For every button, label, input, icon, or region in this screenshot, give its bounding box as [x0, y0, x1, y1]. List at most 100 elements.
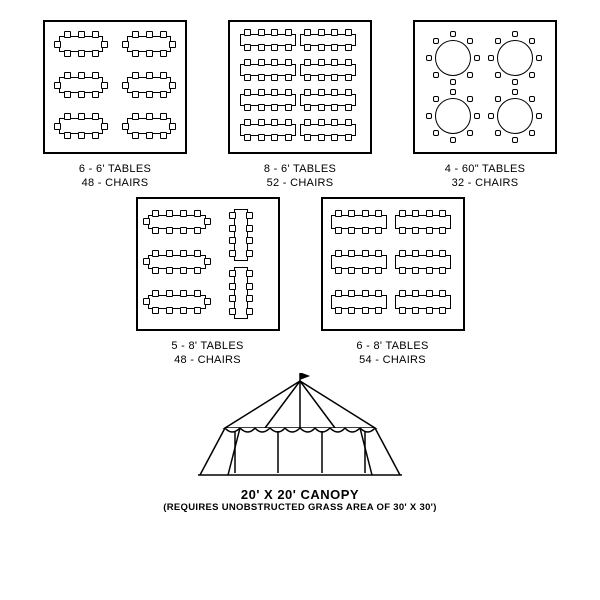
chair [180, 210, 187, 217]
chair [229, 237, 236, 244]
chair [204, 258, 211, 265]
chair [426, 227, 433, 234]
rect-table [300, 34, 356, 46]
chair [529, 72, 535, 78]
chair [143, 298, 150, 305]
chair [246, 212, 253, 219]
canopy-title: 20' X 20' CANOPY [30, 487, 570, 502]
layout-box-2 [228, 20, 372, 154]
chair [399, 290, 406, 297]
rect-table [234, 209, 248, 261]
chair [143, 218, 150, 225]
chair [399, 307, 406, 314]
chair [345, 29, 352, 36]
chair [152, 250, 159, 257]
chair [318, 89, 325, 96]
chair [335, 210, 342, 217]
chair [399, 210, 406, 217]
chair [439, 227, 446, 234]
layout-card-4: 5 - 8' TABLES 48 - CHAIRS [133, 197, 283, 368]
chair [304, 74, 311, 81]
chair [399, 227, 406, 234]
caption-4-line1: 5 - 8' TABLES [171, 340, 243, 352]
chair [166, 307, 173, 314]
chair [258, 134, 265, 141]
chair [271, 29, 278, 36]
chair [375, 227, 382, 234]
chair [335, 250, 342, 257]
chair [426, 210, 433, 217]
chair [426, 307, 433, 314]
chair [64, 113, 71, 120]
chair [194, 210, 201, 217]
chair [375, 250, 382, 257]
chair [166, 250, 173, 257]
chair [194, 250, 201, 257]
caption-5: 6 - 8' TABLES 54 - CHAIRS [318, 339, 468, 368]
rect-table [300, 94, 356, 106]
canopy-subtitle: (REQUIRES UNOBSTRUCTED GRASS AREA OF 30'… [30, 502, 570, 513]
chair [304, 29, 311, 36]
chair [152, 210, 159, 217]
chair [331, 89, 338, 96]
chair [160, 113, 167, 120]
chair [426, 55, 432, 61]
chair [335, 227, 342, 234]
chair [439, 267, 446, 274]
caption-1-line2: 48 - CHAIRS [82, 177, 149, 189]
chair [412, 227, 419, 234]
chair [285, 119, 292, 126]
chair [536, 55, 542, 61]
chair [375, 307, 382, 314]
chair [318, 104, 325, 111]
chair [331, 134, 338, 141]
chair [412, 250, 419, 257]
layout-card-5: 6 - 8' TABLES 54 - CHAIRS [318, 197, 468, 368]
chair [439, 307, 446, 314]
chair [152, 290, 159, 297]
chair [160, 132, 167, 139]
chair [122, 82, 129, 89]
layout-card-2: 8 - 6' TABLES 52 - CHAIRS [225, 20, 375, 191]
chair [244, 134, 251, 141]
chair [318, 74, 325, 81]
chair [166, 210, 173, 217]
chair [64, 132, 71, 139]
rect-table [331, 255, 387, 269]
caption-2-line1: 8 - 6' TABLES [264, 163, 336, 175]
chair [331, 104, 338, 111]
chair [258, 104, 265, 111]
chair [345, 119, 352, 126]
chair [412, 210, 419, 217]
layout-box-5 [321, 197, 465, 331]
chair [439, 290, 446, 297]
chair [439, 250, 446, 257]
chair [318, 134, 325, 141]
chair [146, 132, 153, 139]
chair [412, 307, 419, 314]
rect-table [59, 36, 103, 52]
chair [78, 91, 85, 98]
layout-box-4 [136, 197, 280, 331]
chair [450, 137, 456, 143]
chair [244, 29, 251, 36]
chair [450, 89, 456, 95]
chair [271, 104, 278, 111]
rect-table [148, 215, 206, 229]
chair [529, 38, 535, 44]
chair [345, 134, 352, 141]
chair [78, 132, 85, 139]
chair [285, 44, 292, 51]
chair [92, 72, 99, 79]
rect-table [127, 77, 171, 93]
chair [362, 307, 369, 314]
chair [345, 44, 352, 51]
chair [426, 290, 433, 297]
rect-table [300, 64, 356, 76]
chair [304, 119, 311, 126]
chair [180, 227, 187, 234]
caption-3-line2: 32 - CHAIRS [452, 177, 519, 189]
rect-table [300, 124, 356, 136]
rect-table [331, 295, 387, 309]
chair [345, 104, 352, 111]
